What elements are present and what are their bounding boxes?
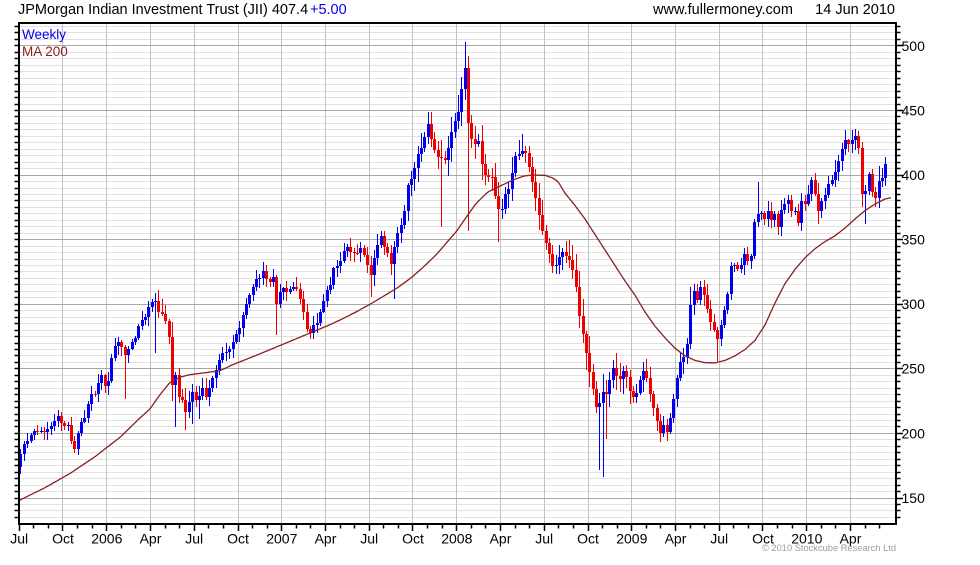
svg-text:14 Jun 2010: 14 Jun 2010 <box>815 2 895 18</box>
svg-text:Apr: Apr <box>315 531 337 547</box>
svg-text:350: 350 <box>902 232 926 248</box>
svg-text:2009: 2009 <box>616 531 647 547</box>
svg-text:Oct: Oct <box>577 531 599 547</box>
svg-text:2007: 2007 <box>266 531 297 547</box>
svg-text:MA 200: MA 200 <box>22 44 68 59</box>
svg-text:2008: 2008 <box>441 531 472 547</box>
svg-text:Jul: Jul <box>185 531 203 547</box>
svg-text:© 2010 Stockcube Research Ltd: © 2010 Stockcube Research Ltd <box>762 543 896 553</box>
svg-text:500: 500 <box>902 38 926 54</box>
svg-text:Jul: Jul <box>360 531 378 547</box>
svg-text:300: 300 <box>902 296 926 312</box>
svg-text:Apr: Apr <box>665 531 687 547</box>
svg-text:2010: 2010 <box>791 531 822 547</box>
svg-text:150: 150 <box>902 490 926 506</box>
svg-text:Jul: Jul <box>535 531 553 547</box>
svg-text:400: 400 <box>902 167 926 183</box>
svg-text:Weekly: Weekly <box>22 27 66 42</box>
svg-text:2006: 2006 <box>91 531 122 547</box>
svg-text:Apr: Apr <box>840 531 862 547</box>
svg-text:Jul: Jul <box>710 531 728 547</box>
svg-text:Apr: Apr <box>140 531 162 547</box>
svg-text:250: 250 <box>902 361 926 377</box>
svg-text:www.fullermoney.com: www.fullermoney.com <box>652 2 793 18</box>
svg-text:Oct: Oct <box>752 531 774 547</box>
svg-text:Jul: Jul <box>10 531 28 547</box>
svg-text:450: 450 <box>902 102 926 118</box>
svg-text:Oct: Oct <box>402 531 424 547</box>
svg-text:Oct: Oct <box>227 531 249 547</box>
svg-text:JPMorgan Indian Investment Tru: JPMorgan Indian Investment Trust (JII) 4… <box>18 2 347 18</box>
svg-text:Apr: Apr <box>490 531 512 547</box>
svg-text:Oct: Oct <box>52 531 74 547</box>
svg-text:200: 200 <box>902 425 926 441</box>
